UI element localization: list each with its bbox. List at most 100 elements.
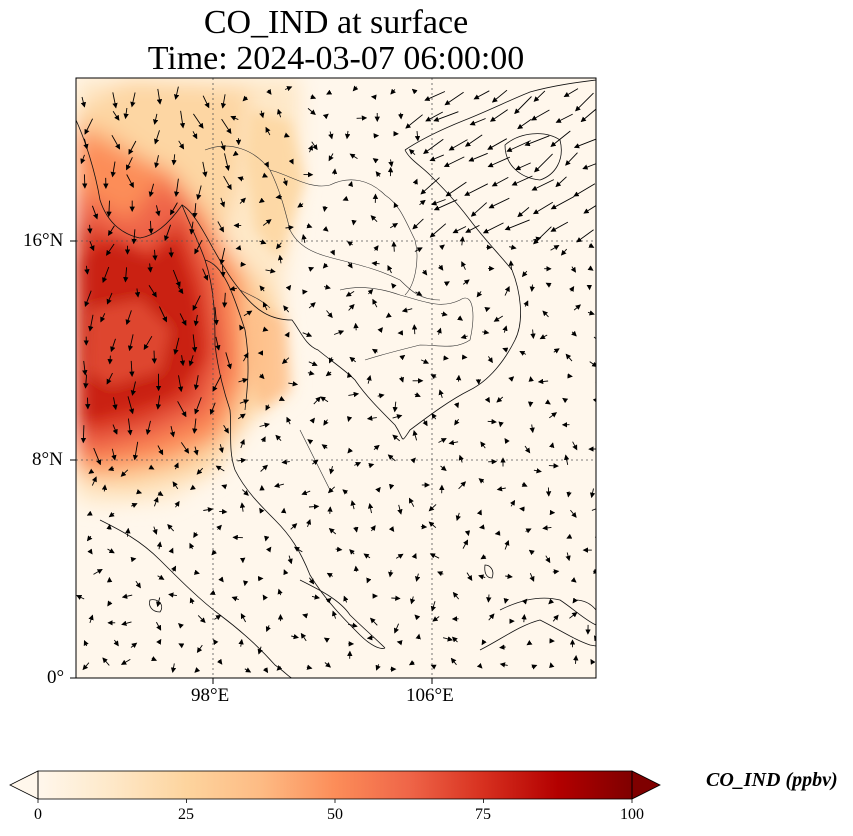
wind-arrow	[262, 594, 268, 601]
wind-arrow	[306, 223, 313, 229]
wind-arrow	[468, 152, 488, 162]
wind-arrow	[322, 113, 329, 120]
wind-arrow	[177, 375, 184, 393]
wind-arrow	[421, 269, 428, 276]
wind-arrow	[219, 197, 226, 208]
wind-arrow	[482, 329, 490, 335]
wind-arrow	[348, 303, 355, 311]
wind-arrow	[392, 401, 398, 413]
wind-arrow	[107, 548, 115, 554]
wind-arrow	[164, 224, 172, 242]
wind-arrow	[283, 569, 289, 576]
wind-arrow	[367, 288, 374, 295]
wind-arrow	[322, 262, 329, 269]
lat-tick-0: 0°	[47, 667, 65, 688]
wind-arrow	[169, 425, 176, 438]
wind-arrow	[224, 153, 231, 171]
wind-arrow	[177, 401, 187, 418]
wind-arrow	[106, 372, 113, 385]
wind-arrow	[408, 660, 415, 666]
wind-arrow	[121, 593, 133, 599]
wind-arrow	[215, 336, 221, 351]
wind-arrow	[277, 254, 284, 264]
wind-arrow	[156, 597, 162, 608]
wind-arrow	[171, 154, 177, 166]
wind-arrow	[265, 404, 271, 411]
wind-arrow	[531, 664, 538, 670]
borders	[204, 145, 474, 491]
wind-arrow	[504, 539, 510, 550]
wind-arrow	[170, 663, 177, 673]
wind-arrow	[283, 132, 290, 138]
wind-arrow	[217, 221, 224, 233]
wind-arrow	[410, 457, 416, 464]
wind-arrow	[377, 327, 383, 334]
wind-arrow	[511, 175, 533, 186]
wind-arrow	[88, 468, 95, 474]
wind-arrow	[275, 434, 282, 442]
wind-arrow	[420, 177, 440, 195]
wind-arrow	[147, 263, 153, 273]
wind-arrow	[590, 658, 596, 665]
wind-arrow	[570, 577, 577, 583]
wind-arrow	[465, 224, 480, 233]
wind-arrow	[82, 360, 88, 376]
wind-arrow	[387, 454, 396, 462]
wind-arrow	[111, 134, 121, 150]
wind-arrow	[443, 156, 465, 167]
wind-arrow	[125, 527, 131, 537]
wind-arrow	[194, 239, 203, 255]
wind-arrow	[156, 88, 163, 105]
wind-arrow	[262, 667, 269, 674]
wind-arrow	[457, 315, 464, 321]
wind-arrow	[499, 662, 508, 668]
wind-arrow	[549, 662, 555, 669]
wind-arrow	[373, 444, 380, 451]
wind-arrow	[123, 107, 129, 120]
wind-arrow	[82, 662, 90, 671]
wind-arrow	[514, 96, 532, 115]
wind-arrow	[565, 152, 578, 166]
wind-arrow	[112, 92, 118, 109]
wind-arrow	[569, 611, 578, 619]
wind-arrow	[101, 484, 108, 492]
wind-arrow	[93, 447, 102, 466]
wind-arrow	[155, 205, 161, 217]
wind-arrow	[243, 580, 249, 587]
wind-arrow	[211, 549, 217, 556]
wind-arrow	[259, 507, 265, 514]
wind-arrow	[589, 488, 596, 499]
wind-arrow	[243, 352, 249, 362]
wind-arrow	[136, 489, 143, 495]
wind-arrow	[131, 229, 137, 245]
wind-arrow	[308, 302, 316, 309]
wind-arrow	[562, 397, 569, 404]
wind-arrow	[302, 613, 309, 619]
wind-arrow	[327, 486, 336, 494]
wind-arrow	[218, 444, 224, 454]
wind-arrow	[83, 639, 89, 647]
wind-arrow	[172, 269, 181, 288]
wind-arrow	[125, 310, 132, 326]
wind-arrow	[202, 95, 210, 109]
wind-arrow	[290, 523, 298, 530]
wind-arrow	[192, 131, 198, 140]
wind-arrow	[480, 441, 486, 449]
wind-arrow	[593, 336, 596, 344]
wind-arrow	[542, 310, 549, 318]
wind-arrow	[192, 295, 201, 311]
wind-arrow	[179, 355, 186, 367]
wind-arrow	[84, 118, 94, 135]
wind-arrow	[503, 597, 509, 604]
wind-arrow	[598, 590, 602, 595]
wind-arrow	[482, 222, 504, 234]
wind-arrow	[391, 241, 397, 252]
wind-arrow	[450, 657, 457, 666]
wind-arrow	[281, 357, 290, 365]
wind-arrow	[391, 283, 397, 289]
wind-arrow	[84, 290, 92, 308]
wind-arrow	[534, 153, 553, 173]
wind-arrow	[266, 88, 272, 95]
wind-arrow	[563, 88, 579, 98]
wind-arrow	[335, 546, 343, 552]
